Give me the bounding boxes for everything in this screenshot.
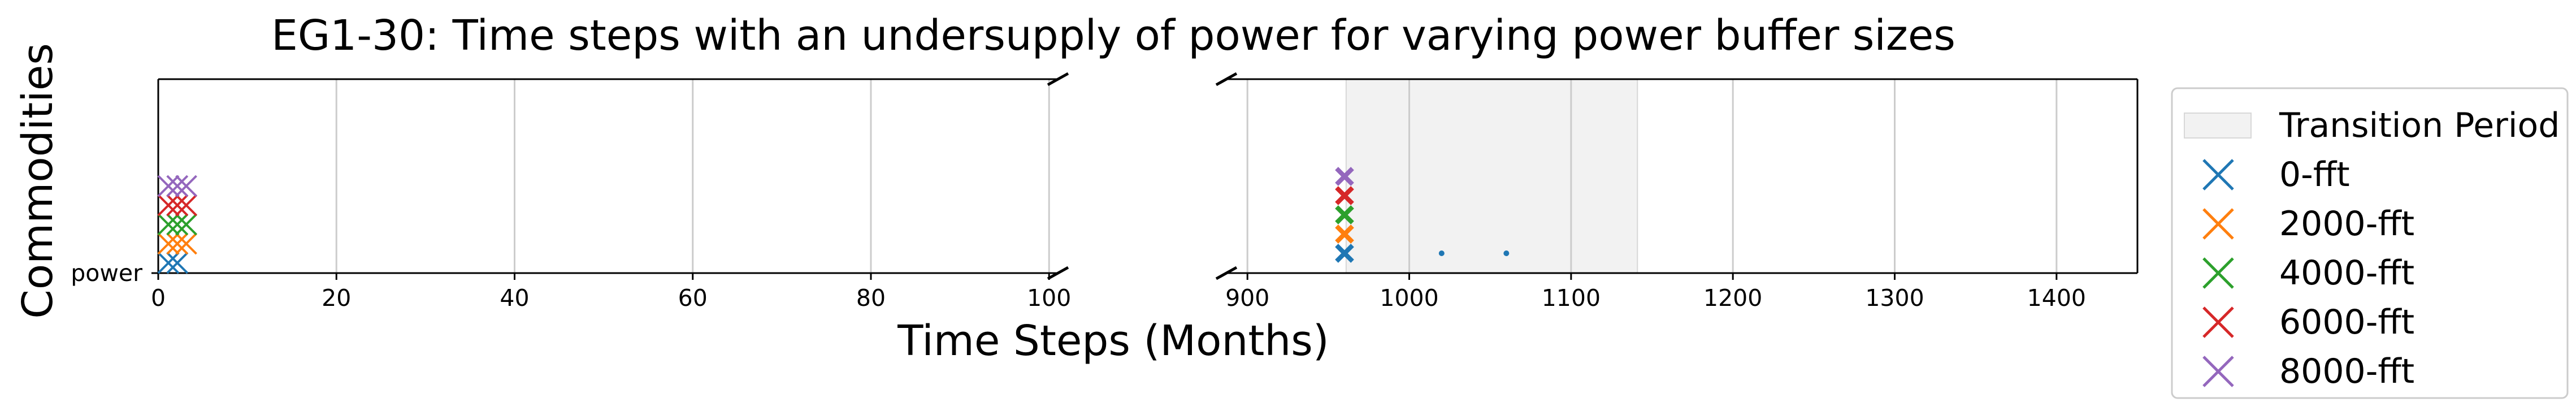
data-point	[1335, 205, 1354, 224]
data-point	[157, 232, 180, 255]
y-tick-label: power	[71, 260, 142, 287]
data-point	[1335, 186, 1354, 205]
legend-label: 8000-fft	[2279, 352, 2414, 391]
legend-swatch	[2184, 113, 2252, 139]
data-point	[166, 232, 189, 255]
axis-break-mark	[1215, 72, 1238, 87]
axis-break-mark	[1215, 266, 1238, 280]
data-point	[1438, 250, 1445, 256]
plot-panels: 0 20 40 60 80 100 power 900 1000 1100 1200 1300 1400	[71, 72, 2139, 312]
x-tick-label: 1200	[1703, 284, 1762, 312]
legend-box	[2171, 87, 2569, 399]
legend-item-4000-fft: 4000-fft	[2202, 253, 2414, 293]
data-point	[166, 213, 189, 236]
x-axis-label: Time Steps (Months)	[897, 317, 1329, 365]
data-point	[175, 213, 197, 236]
x-tick-label: 1400	[2027, 284, 2086, 312]
legend: Transition Period 0-fft 2000-fft 4000-fft 60…	[2171, 87, 2569, 399]
data-point	[166, 194, 189, 217]
axis-break-mark	[1047, 266, 1069, 280]
data-point	[157, 194, 180, 217]
legend-item-6000-fft: 6000-fft	[2202, 302, 2414, 342]
x-tick-label: 1000	[1380, 284, 1438, 312]
legend-label: Transition Period	[2279, 106, 2560, 145]
panel-1: 0 20 40 60 80 100 power	[71, 72, 1071, 312]
data-point	[157, 213, 180, 236]
legend-item-8000-fft: 8000-fft	[2202, 352, 2414, 391]
data-point	[166, 252, 189, 274]
axis-break-mark	[1047, 72, 1069, 87]
chart-title: EG1-30: Time steps with an undersupply o…	[271, 11, 1955, 60]
legend-marker	[2202, 208, 2234, 240]
x-tick-label: 40	[500, 284, 529, 312]
legend-marker	[2202, 306, 2234, 338]
panel-2: 900 1000 1100 1200 1300 1400	[1215, 72, 2139, 312]
x-tick-label: 100	[1027, 284, 1071, 312]
legend-item-2000-fft: 2000-fft	[2202, 204, 2414, 244]
x-tick-label: 60	[678, 284, 708, 312]
legend-item-0-fft: 0-fft	[2202, 155, 2350, 194]
data-point	[1335, 167, 1354, 186]
x-tick-label: 20	[322, 284, 351, 312]
data-point	[157, 252, 180, 274]
data-point	[157, 175, 180, 197]
x-tick-label: 1100	[1542, 284, 1601, 312]
x-tick-label: 1300	[1865, 284, 1924, 312]
legend-label: 0-fft	[2279, 155, 2350, 194]
legend-marker	[2202, 159, 2234, 191]
data-point	[175, 232, 197, 255]
transition-period-band	[1345, 79, 1638, 274]
legend-marker	[2202, 257, 2234, 289]
data-point	[1335, 224, 1354, 244]
x-tick-label: 80	[856, 284, 886, 312]
x-tick-label: 0	[151, 284, 166, 312]
y-axis-label: Commodities	[14, 43, 62, 319]
legend-label: 6000-fft	[2279, 302, 2414, 342]
x-tick-label: 900	[1225, 284, 1269, 312]
data-point	[1335, 244, 1354, 263]
legend-item-transition-period: Transition Period	[2184, 106, 2560, 145]
data-point	[175, 175, 197, 197]
data-point	[175, 194, 197, 217]
legend-marker	[2202, 356, 2234, 387]
legend-label: 4000-fft	[2279, 253, 2414, 293]
data-point	[1503, 250, 1510, 256]
data-point	[166, 175, 189, 197]
legend-label: 2000-fft	[2279, 204, 2414, 244]
